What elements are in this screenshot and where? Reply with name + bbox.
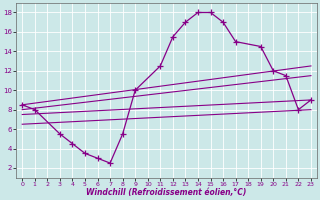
- X-axis label: Windchill (Refroidissement éolien,°C): Windchill (Refroidissement éolien,°C): [86, 188, 247, 197]
